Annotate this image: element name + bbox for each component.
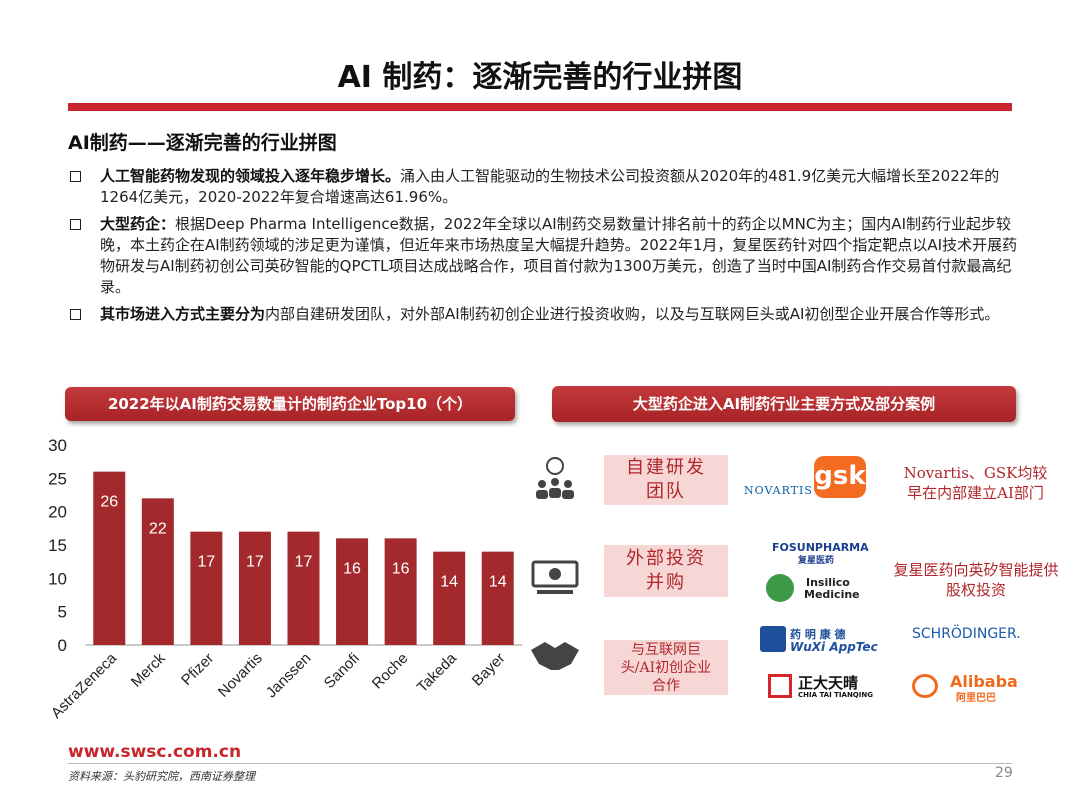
- y-tick-label: 5: [58, 603, 67, 622]
- y-tick-label: 15: [48, 536, 67, 555]
- bar: [238, 531, 271, 645]
- money-icon: [531, 560, 579, 594]
- x-tick-label: Pfizer: [178, 650, 217, 689]
- slide-title: AI 制药：逐渐完善的行业拼图: [337, 60, 743, 95]
- x-tick-label: Bayer: [469, 650, 509, 690]
- bullet: 大型药企：根据Deep Pharma Intelligence数据，2022年全…: [68, 214, 1018, 298]
- mode-box: 与互联网巨头/AI初创企业合作: [604, 640, 728, 695]
- mode-text: 自建研发团队: [626, 457, 706, 502]
- logo-text: 复星医药: [798, 556, 835, 566]
- bullet: 人工智能药物发现的领域投入逐年稳步增长。涌入由人工智能驱动的生物技术公司投资额从…: [68, 166, 1018, 208]
- bullet-lead: 其市场进入方式主要分为: [100, 305, 266, 323]
- y-tick-label: 10: [48, 569, 67, 588]
- footer-source: 资料来源：头豹研究院，西南证券整理: [68, 770, 255, 783]
- footer-url: www.swsc.com.cn: [68, 742, 242, 762]
- case-description: Novartis、GSK均较早在内部建立AI部门: [903, 464, 1048, 502]
- bar: [141, 498, 174, 645]
- mode-box: 外部投资并购: [604, 545, 728, 597]
- logo-text: NOVARTIS: [744, 484, 813, 497]
- x-tick-label: AstraZeneca: [48, 649, 121, 722]
- chart: 0 5 10 15 20 25 30 AstraZeneca 26 Merck 22 Pfizer 17…: [48, 436, 522, 722]
- bar: [287, 531, 320, 645]
- bar: [384, 538, 417, 645]
- logo-text: Alibaba: [950, 672, 1018, 691]
- bullet-list: 人工智能药物发现的领域投入逐年稳步增长。涌入由人工智能驱动的生物技术公司投资额从…: [68, 166, 1018, 331]
- mode-box: 自建研发团队: [604, 455, 728, 505]
- cases-banner: 大型药企进入AI制药行业主要方式及部分案例: [552, 386, 1016, 422]
- logo-text: Insilico: [806, 576, 850, 589]
- logo-text: SCHRÖDINGER.: [912, 626, 1021, 642]
- title-rule: [68, 103, 1012, 111]
- data-label: 17: [246, 554, 264, 571]
- bullet-lead: 大型药企：: [100, 215, 176, 233]
- logo-text: gsk: [814, 456, 866, 498]
- y-tick-label: 0: [58, 636, 67, 655]
- x-tick-label: Sanofi: [321, 650, 363, 692]
- logo-text: CHIA TAI TIANQING: [798, 691, 873, 699]
- section-title: AI制药——逐渐完善的行业拼图: [68, 132, 337, 154]
- handshake-icon: [531, 642, 579, 670]
- bar: [433, 551, 466, 645]
- bullet-text: 涌入由人工智能驱动的生物技术公司投资额从2020年的481.9亿美元大幅增长至2…: [100, 167, 1000, 206]
- data-label: 14: [440, 574, 458, 591]
- chart-banner: 2022年以AI制药交易数量计的制药企业Top10（个）: [65, 387, 515, 421]
- mode-text: 外部投资并购: [626, 548, 706, 593]
- y-tick-label: 20: [48, 503, 67, 522]
- y-tick-label: 30: [48, 436, 67, 455]
- logo-text: Medicine: [804, 588, 860, 601]
- logo-text: WuXi AppTec: [790, 640, 878, 654]
- bar: [481, 551, 514, 645]
- logo-text: 正大天晴: [798, 674, 859, 692]
- data-label: 17: [197, 554, 215, 571]
- logo-text: 药 明 康 德: [790, 628, 846, 641]
- x-tick-label: Takeda: [414, 649, 461, 696]
- data-label: 14: [489, 574, 507, 591]
- chiatai-mark: [768, 674, 792, 698]
- wuxi-mark: [760, 626, 786, 652]
- data-label: 22: [149, 520, 167, 537]
- case-description: 复星医药向英矽智能提供股权投资: [893, 561, 1059, 599]
- mode-icons: [531, 457, 579, 670]
- bar: [190, 531, 223, 645]
- bullet-text: 内部自建研发团队，对外部AI制药初创企业进行投资收购，以及与互联网巨头或AI初创…: [265, 305, 1000, 323]
- footer-rule: [68, 763, 1012, 764]
- team-icon: [536, 457, 574, 499]
- data-label: 26: [100, 494, 118, 511]
- bar: [93, 471, 126, 645]
- bullet: 其市场进入方式主要分为内部自建研发团队，对外部AI制药初创企业进行投资收购，以及…: [68, 304, 1018, 325]
- bar: [336, 538, 369, 645]
- bullet-text: 根据Deep Pharma Intelligence数据，2022年全球以AI制…: [100, 215, 1018, 296]
- x-tick-label: Merck: [128, 649, 169, 690]
- alibaba-mark: [912, 674, 938, 698]
- data-label: 16: [343, 560, 361, 577]
- logo-text: 阿里巴巴: [956, 693, 996, 704]
- bullet-lead: 人工智能药物发现的领域投入逐年稳步增长。: [100, 167, 401, 185]
- logo-text: FOSUNPHARMA: [772, 541, 869, 554]
- data-label: 16: [392, 560, 410, 577]
- x-tick-label: Novartis: [215, 650, 266, 701]
- insilico-mark: [766, 574, 794, 602]
- mode-text: 与互联网巨头/AI初创企业合作: [620, 641, 712, 694]
- data-label: 17: [295, 554, 313, 571]
- x-tick-label: Roche: [369, 650, 412, 693]
- page-number: 29: [995, 765, 1013, 781]
- y-tick-label: 25: [48, 469, 67, 488]
- x-tick-label: Janssen: [263, 650, 315, 702]
